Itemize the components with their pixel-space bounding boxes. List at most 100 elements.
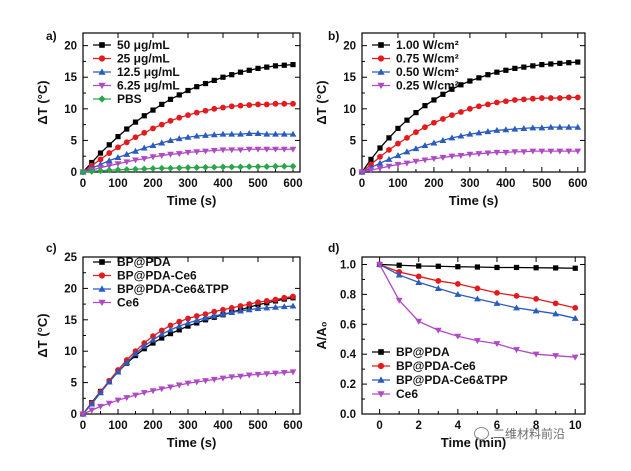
y-tick-label: 20 [343, 41, 356, 53]
data-point [394, 161, 402, 168]
legend-entry: Ce6 [396, 387, 418, 401]
data-point [193, 379, 201, 386]
x-tick-label: 4 [455, 420, 462, 432]
data-point [106, 150, 113, 156]
data-point [512, 65, 518, 71]
data-point [132, 165, 139, 173]
data-point [255, 65, 261, 71]
data-point [556, 95, 563, 101]
data-point [167, 322, 174, 329]
x-axis-title: Time (min) [441, 435, 507, 450]
legend-entry: 1.00 W/cm² [396, 38, 459, 52]
series-line [82, 297, 294, 415]
data-point [404, 134, 410, 141]
y-tick-label: 0.6 [340, 319, 356, 331]
y-tick-label: 0 [350, 167, 356, 179]
data-point [184, 164, 192, 171]
data-point [185, 323, 191, 329]
data-point [228, 130, 236, 137]
data-point [149, 165, 157, 172]
data-point [448, 153, 456, 160]
data-point [132, 119, 139, 125]
legend-entry: BP@PDA-Ce6 [396, 359, 476, 373]
data-point [141, 129, 148, 136]
data-point [493, 99, 500, 106]
data-point [574, 148, 582, 155]
data-point [466, 130, 474, 137]
x-tick-label: 400 [213, 178, 232, 190]
plot-frame [361, 32, 586, 173]
data-point [520, 96, 527, 103]
chart-panel-1: a) 0 100 200 300 400 500 600 0 5 10 15 20 Time (s) ΔT … [35, 29, 303, 208]
data-point [415, 273, 422, 280]
data-point [439, 137, 447, 143]
data-point [272, 146, 279, 153]
data-point [184, 133, 192, 140]
x-tick-label: 100 [388, 178, 407, 190]
legend-entry: BP@PDA-Ce6&TPP [117, 282, 229, 296]
data-point [202, 163, 209, 171]
legend-marker [377, 362, 385, 370]
data-point [533, 265, 539, 271]
data-point [376, 165, 384, 172]
legend-marker [98, 82, 106, 90]
data-point [254, 305, 262, 312]
data-point [105, 378, 113, 385]
legend-marker [377, 68, 385, 75]
data-point [158, 121, 165, 128]
data-point [210, 376, 218, 383]
data-point [97, 150, 104, 156]
panel-label: a) [46, 29, 57, 43]
data-point [132, 350, 139, 357]
data-point [220, 74, 226, 80]
data-point [272, 162, 279, 170]
data-point [89, 159, 95, 166]
legend-marker [378, 349, 384, 355]
data-point [167, 117, 174, 124]
series-4 [79, 146, 297, 176]
data-point [395, 271, 403, 278]
data-point [565, 148, 573, 155]
data-point [457, 153, 465, 159]
data-point [272, 130, 279, 137]
data-point [220, 306, 226, 313]
x-tick-label: 600 [283, 420, 302, 432]
data-point [202, 107, 209, 114]
data-point [167, 331, 174, 337]
data-point [395, 297, 403, 304]
data-point [430, 156, 438, 163]
x-tick-label: 2 [416, 420, 422, 432]
data-point [193, 132, 201, 139]
data-point [435, 278, 442, 284]
wechat-icon [474, 427, 489, 440]
data-point [124, 126, 130, 132]
data-point [140, 144, 148, 151]
x-tick-label: 600 [283, 178, 302, 190]
data-point [263, 146, 271, 153]
data-point [150, 125, 156, 132]
y-tick-label: 0.2 [340, 379, 356, 391]
data-point [228, 103, 235, 110]
data-point [574, 123, 582, 130]
x-tick-label: 300 [178, 420, 197, 432]
data-point [521, 64, 527, 70]
data-point [158, 153, 166, 159]
data-point [281, 100, 288, 107]
data-point [123, 395, 131, 402]
data-point [219, 163, 227, 171]
data-point [440, 116, 446, 122]
series-3 [79, 130, 297, 175]
legend-entry: BP@PDA [396, 345, 450, 359]
panel-label: c) [46, 241, 57, 255]
data-point [289, 130, 297, 137]
data-point [202, 314, 209, 321]
data-point [377, 153, 383, 160]
data-point [150, 107, 156, 113]
data-point [394, 152, 402, 159]
data-point [539, 61, 545, 68]
data-point [79, 168, 87, 176]
data-point [290, 293, 296, 300]
